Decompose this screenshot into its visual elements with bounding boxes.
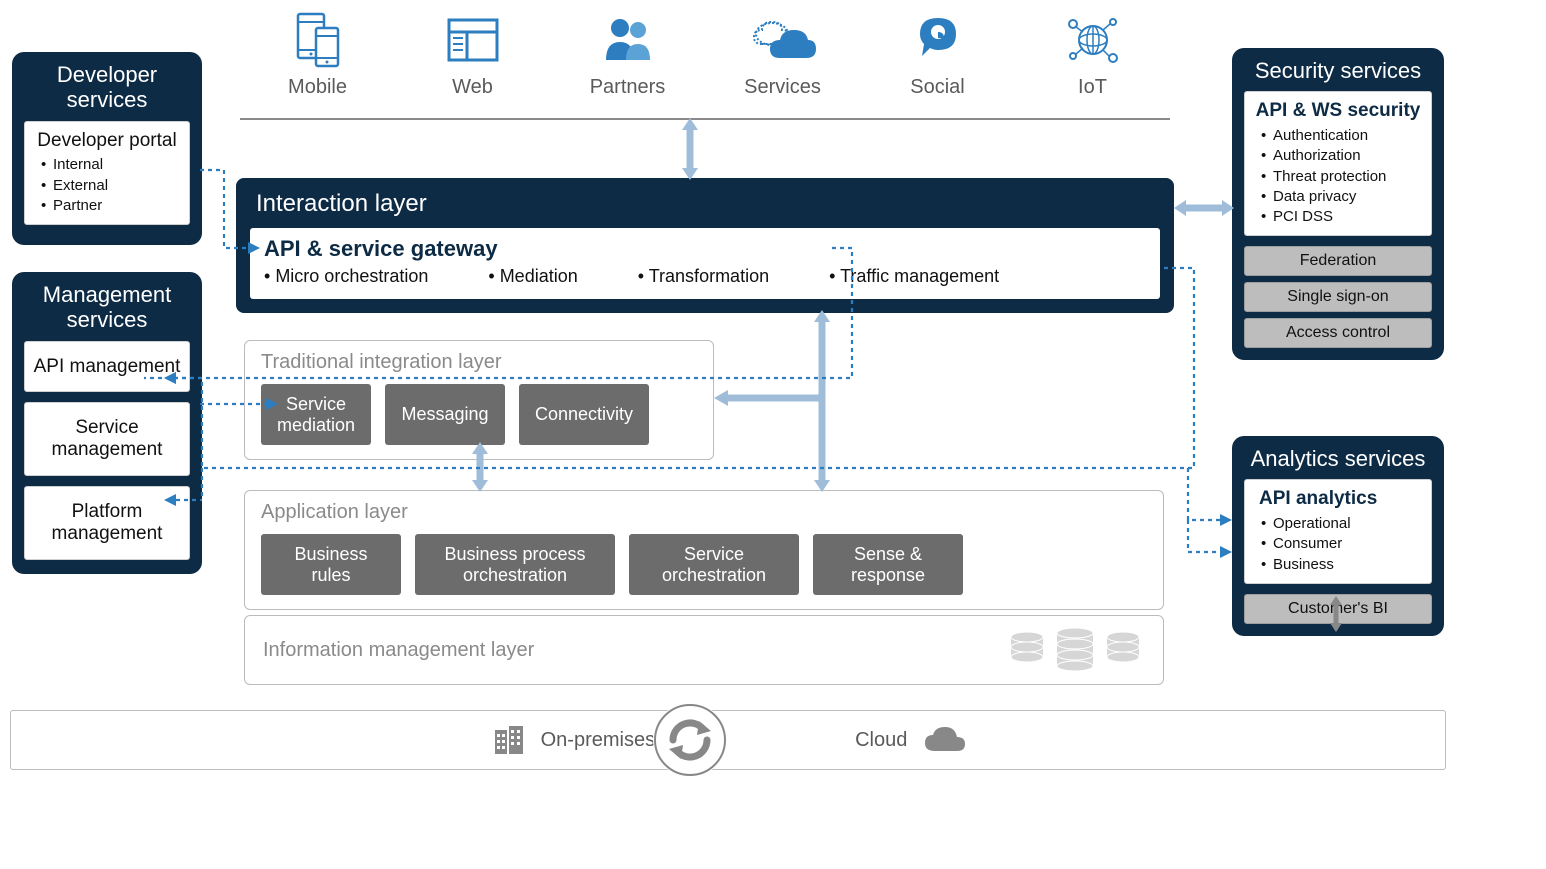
- api-ws-security-title: API & WS security: [1255, 100, 1421, 122]
- developer-portal-list: Internal External Partner: [35, 151, 179, 216]
- building-icon: [491, 722, 527, 758]
- developer-portal-title: Developer portal: [35, 130, 179, 152]
- dotted-devportal-gateway: [200, 170, 260, 260]
- platform-management-box: Platform management: [24, 486, 190, 560]
- federation-button: Federation: [1244, 246, 1432, 276]
- security-services-title: Security services: [1244, 58, 1432, 83]
- dotted-gateway-to-mgmt: [164, 268, 1204, 488]
- deployment-bar: On-premises Cloud: [10, 710, 1446, 770]
- onprem-label: On-premises: [541, 729, 655, 752]
- channel-row: Mobile Web Partners Services: [240, 10, 1170, 99]
- api-ws-security-box: API & WS security Authentication Authori…: [1244, 91, 1432, 236]
- analytics-services-title: Analytics services: [1244, 446, 1432, 471]
- business-rules-pill: Business rules: [261, 534, 401, 595]
- list-item: External: [41, 176, 179, 196]
- cloud-icon: [921, 725, 965, 755]
- service-orchestration-pill: Service orchestration: [629, 534, 799, 595]
- arrow-analytics-bi: [1328, 596, 1344, 632]
- list-item: Authentication: [1261, 126, 1421, 146]
- list-item: Authorization: [1261, 146, 1421, 166]
- onprem-item: On-premises: [491, 722, 655, 758]
- interaction-layer-title: Interaction layer: [250, 190, 1160, 218]
- arrow-interaction-security: [1174, 198, 1234, 218]
- api-analytics-list: Operational Consumer Business: [1255, 510, 1421, 575]
- social-icon: [908, 10, 968, 70]
- service-management-label: Service management: [33, 417, 181, 461]
- api-analytics-title: API analytics: [1255, 488, 1421, 510]
- channel-partners: Partners: [553, 10, 703, 99]
- cloud-label: Cloud: [855, 729, 907, 752]
- security-services-panel: Security services API & WS security Auth…: [1232, 48, 1444, 360]
- web-icon: [443, 10, 503, 70]
- arrow-channels-interaction: [680, 118, 700, 180]
- access-control-button: Access control: [1244, 318, 1432, 348]
- mobile-icon: [288, 10, 348, 70]
- channel-divider: [240, 118, 1170, 120]
- application-pill-row: Business rules Business process orchestr…: [261, 534, 1147, 595]
- list-item: Internal: [41, 155, 179, 175]
- channel-mobile: Mobile: [243, 10, 393, 99]
- platform-management-label: Platform management: [33, 501, 181, 545]
- channel-label: Web: [398, 76, 548, 99]
- iot-icon: [1063, 10, 1123, 70]
- list-item: Operational: [1261, 514, 1421, 534]
- information-management-layer: Information management layer: [244, 615, 1164, 685]
- channel-label: Mobile: [243, 76, 393, 99]
- services-icon: [748, 10, 818, 70]
- channel-social: Social: [863, 10, 1013, 99]
- bpo-pill: Business process orchestration: [415, 534, 615, 595]
- developer-services-panel: Developer services Developer portal Inte…: [12, 52, 202, 245]
- api-analytics-box: API analytics Operational Consumer Busin…: [1244, 479, 1432, 584]
- channel-services: Services: [708, 10, 858, 99]
- list-item: Threat protection: [1261, 167, 1421, 187]
- channel-web: Web: [398, 10, 548, 99]
- dotted-analytics-in: [1164, 468, 1244, 558]
- api-ws-security-list: Authentication Authorization Threat prot…: [1255, 122, 1421, 227]
- channel-label: Social: [863, 76, 1013, 99]
- list-item: Data privacy: [1261, 187, 1421, 207]
- channel-label: Services: [708, 76, 858, 99]
- partners-icon: [598, 10, 658, 70]
- database-icon: [1005, 625, 1145, 675]
- sense-response-pill: Sense & response: [813, 534, 963, 595]
- sso-button: Single sign-on: [1244, 282, 1432, 312]
- list-item: Business: [1261, 555, 1421, 575]
- channel-label: Partners: [553, 76, 703, 99]
- channel-iot: IoT: [1018, 10, 1168, 99]
- list-item: PCI DSS: [1261, 207, 1421, 227]
- cloud-item: Cloud: [855, 725, 965, 755]
- info-layer-title: Information management layer: [263, 639, 534, 662]
- developer-services-title: Developer services: [24, 62, 190, 113]
- list-item: Consumer: [1261, 534, 1421, 554]
- developer-portal-box: Developer portal Internal External Partn…: [24, 121, 190, 226]
- application-layer-title: Application layer: [261, 501, 1147, 524]
- list-item: Partner: [41, 196, 179, 216]
- application-layer: Application layer Business rules Busines…: [244, 490, 1164, 610]
- sync-icon: [653, 703, 727, 777]
- api-management-label: API management: [33, 356, 181, 378]
- channel-label: IoT: [1018, 76, 1168, 99]
